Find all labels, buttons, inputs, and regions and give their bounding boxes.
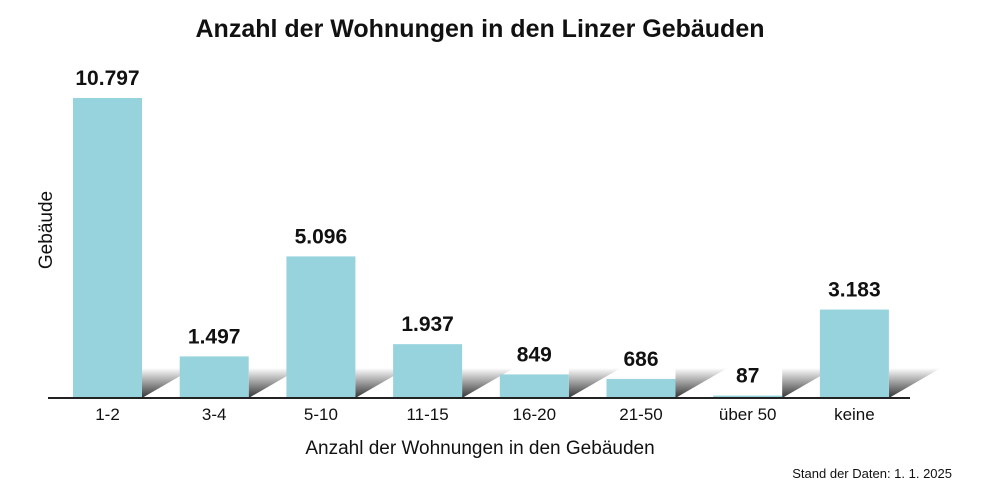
data-label: 3.183	[828, 279, 881, 302]
x-tick-label: 1-2	[95, 405, 120, 424]
bar-keine	[819, 309, 889, 398]
y-axis-label: Gebäude	[36, 191, 57, 269]
bar-shadow	[675, 368, 728, 398]
x-tick-label: 16-20	[513, 405, 556, 424]
data-label: 1.937	[401, 313, 454, 336]
x-axis-label: Anzahl der Wohnungen in den Gebäuden	[305, 438, 654, 459]
bar-5-10	[286, 256, 356, 398]
bar-1-2	[73, 98, 142, 398]
x-tick-label: 11-15	[406, 405, 448, 424]
bar-11-15	[393, 344, 463, 398]
bar-shadow	[248, 368, 301, 398]
data-label: 87	[736, 365, 759, 388]
bar-16-20	[499, 374, 569, 398]
data-label: 1.497	[188, 325, 241, 348]
x-tick-label: über 50	[719, 405, 777, 424]
x-tick-label: keine	[834, 405, 875, 424]
bar-shadow	[888, 368, 941, 398]
data-label: 10.797	[75, 67, 139, 90]
bar-shadow	[568, 368, 621, 398]
x-tick-label: 3-4	[202, 405, 227, 424]
data-label: 5.096	[295, 225, 348, 248]
footnote: Stand der Daten: 1. 1. 2025	[792, 466, 952, 481]
bar-3-4	[179, 356, 249, 398]
bar-über 50	[713, 395, 783, 398]
data-label: 849	[517, 343, 552, 366]
chart-title: Anzahl der Wohnungen in den Linzer Gebäu…	[196, 15, 765, 43]
x-tick-label: 5-10	[304, 405, 338, 424]
bar-21-50	[606, 378, 676, 398]
x-tick-label: 21-50	[619, 405, 662, 424]
data-label: 686	[623, 348, 658, 371]
